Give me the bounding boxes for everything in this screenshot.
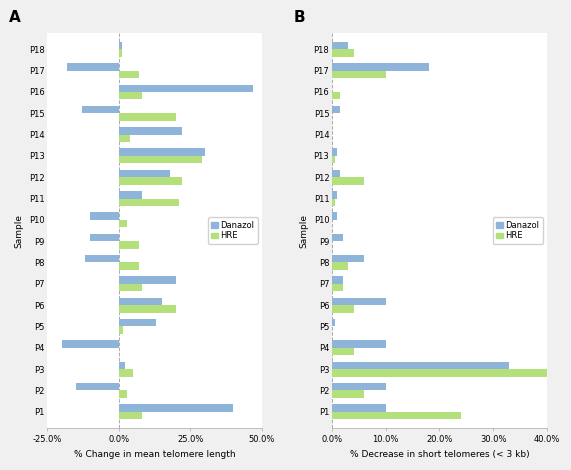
Legend: Danazol, HRE: Danazol, HRE	[208, 217, 258, 243]
Bar	[332, 70, 386, 78]
Bar	[119, 391, 127, 398]
Bar	[119, 177, 182, 185]
Bar	[332, 212, 337, 220]
Bar	[332, 276, 343, 284]
Bar	[332, 263, 348, 270]
X-axis label: % Change in mean telomere length: % Change in mean telomere length	[74, 450, 235, 459]
Bar	[90, 212, 119, 220]
Bar	[119, 319, 156, 327]
Bar	[332, 404, 386, 412]
Bar	[332, 42, 348, 49]
Bar	[332, 156, 335, 164]
Bar	[119, 85, 254, 92]
Bar	[119, 198, 179, 206]
Bar	[119, 149, 204, 156]
Bar	[119, 284, 142, 291]
Bar	[119, 70, 139, 78]
Bar	[119, 404, 234, 412]
Bar	[332, 106, 340, 113]
Y-axis label: Sample: Sample	[299, 213, 308, 248]
Bar	[90, 234, 119, 241]
Bar	[332, 191, 337, 198]
Bar	[119, 220, 127, 227]
Bar	[332, 348, 353, 355]
Bar	[82, 106, 119, 113]
Bar	[332, 198, 335, 206]
Bar	[332, 177, 364, 185]
Bar	[119, 327, 123, 334]
Text: A: A	[9, 10, 21, 25]
Bar	[332, 412, 461, 419]
X-axis label: % Decrease in short telomeres (< 3 kb): % Decrease in short telomeres (< 3 kb)	[349, 450, 529, 459]
Bar	[119, 170, 170, 177]
Bar	[332, 49, 353, 57]
Bar	[119, 369, 133, 376]
Bar	[332, 340, 386, 348]
Bar	[62, 340, 119, 348]
Bar	[332, 170, 340, 177]
Bar	[332, 305, 353, 313]
Bar	[332, 298, 386, 305]
Bar	[119, 241, 139, 249]
Bar	[119, 412, 142, 419]
Bar	[119, 42, 122, 49]
Legend: Danazol, HRE: Danazol, HRE	[493, 217, 542, 243]
Bar	[119, 127, 182, 134]
Bar	[332, 234, 343, 241]
Bar	[119, 276, 176, 284]
Bar	[119, 361, 124, 369]
Bar	[119, 156, 202, 164]
Text: B: B	[293, 10, 305, 25]
Bar	[119, 134, 130, 142]
Bar	[332, 255, 364, 263]
Bar	[119, 263, 139, 270]
Bar	[119, 305, 176, 313]
Bar	[67, 63, 119, 70]
Bar	[76, 383, 119, 391]
Bar	[332, 369, 571, 376]
Bar	[119, 92, 142, 100]
Bar	[119, 298, 162, 305]
Bar	[119, 49, 122, 57]
Bar	[85, 255, 119, 263]
Y-axis label: Sample: Sample	[14, 213, 23, 248]
Bar	[119, 113, 176, 121]
Bar	[119, 191, 142, 198]
Bar	[332, 361, 509, 369]
Bar	[332, 284, 343, 291]
Bar	[332, 319, 335, 327]
Bar	[332, 391, 364, 398]
Bar	[332, 383, 386, 391]
Bar	[332, 92, 340, 100]
Bar	[332, 63, 429, 70]
Bar	[332, 149, 337, 156]
